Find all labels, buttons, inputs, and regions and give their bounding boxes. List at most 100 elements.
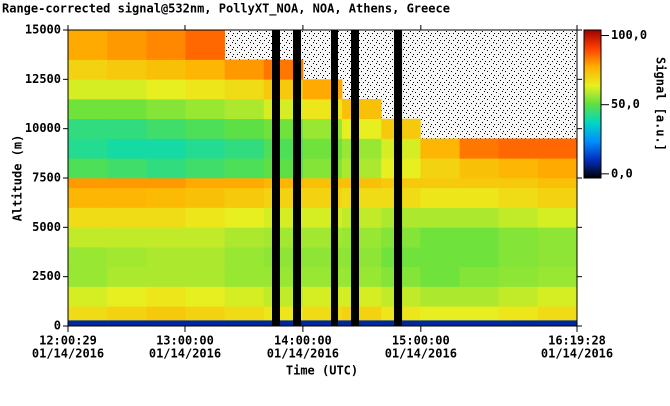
heatmap-cell: [537, 187, 578, 208]
heatmap-cell: [68, 158, 108, 179]
heatmap-cell: [498, 286, 539, 307]
heatmap-cell: [185, 207, 225, 228]
heatmap-cell: [146, 158, 186, 179]
heatmap-cell: [185, 59, 225, 80]
heatmap-cell: [537, 207, 578, 228]
heatmap-cell: [537, 247, 578, 268]
no-data-band: [351, 30, 360, 326]
heatmap-cell: [498, 158, 539, 179]
heatmap-cell: [459, 320, 499, 327]
heatmap-cell: [459, 187, 499, 208]
heatmap-cell: [185, 158, 225, 179]
heatmap-cell: [459, 286, 499, 307]
heatmap-cell: [224, 118, 265, 139]
heatmap-cell: [537, 306, 578, 321]
heatmap-cell: [342, 99, 382, 120]
heatmap-cell: [146, 99, 186, 120]
heatmap-cell: [185, 306, 225, 321]
heatmap-cell: [68, 247, 108, 268]
no-data-band: [331, 30, 339, 326]
heatmap-cell: [107, 207, 147, 228]
x-tick-label: 01/14/2016: [541, 347, 613, 361]
heatmap-cell: [342, 227, 382, 248]
heatmap-cell: [459, 247, 499, 268]
heatmap-cell: [498, 266, 539, 287]
heatmap-cell: [224, 266, 265, 287]
heatmap-cell: [420, 207, 460, 228]
heatmap-cell: [146, 30, 186, 60]
heatmap-cell: [302, 320, 343, 327]
x-tick-label: 13:00:00: [156, 334, 214, 348]
heatmap-cell: [68, 30, 108, 60]
heatmap-cell: [224, 286, 265, 307]
heatmap-cell: [263, 178, 304, 189]
heatmap-cell: [68, 79, 108, 100]
heatmap-cell: [224, 138, 265, 159]
heatmap-cell: [224, 158, 265, 179]
x-tick-label: 16:19:28: [548, 334, 606, 348]
heatmap-cell: [68, 320, 108, 327]
chart-title: Range-corrected signal@532nm, PollyXT_NO…: [2, 2, 450, 17]
heatmap-cell: [185, 320, 225, 327]
heatmap-cell: [146, 187, 186, 208]
heatmap-cell: [459, 178, 499, 189]
heatmap-cell: [107, 320, 147, 327]
heatmap-cell: [185, 138, 225, 159]
heatmap-cell: [459, 138, 499, 159]
heatmap-cell: [107, 306, 147, 321]
heatmap-cell: [537, 178, 578, 189]
heatmap-cell: [342, 138, 382, 159]
heatmap-cell: [146, 138, 186, 159]
y-tick-label: 10000: [25, 121, 61, 135]
heatmap-cell: [342, 266, 382, 287]
heatmap-cell: [459, 306, 499, 321]
heatmap-cell: [107, 30, 147, 60]
heatmap-cell: [146, 247, 186, 268]
heatmap-cell: [224, 207, 265, 228]
heatmap-cell: [146, 227, 186, 248]
heatmap-cell: [420, 227, 460, 248]
heatmap-cell: [420, 286, 460, 307]
no-data-band: [394, 30, 403, 326]
heatmap-cell: [185, 247, 225, 268]
heatmap-cell: [224, 178, 265, 189]
heatmap-cell: [68, 187, 108, 208]
heatmap-cell: [185, 266, 225, 287]
heatmap-cell: [498, 138, 539, 159]
heatmap-cell: [68, 227, 108, 248]
y-tick-label: 7500: [32, 171, 61, 185]
heatmap-cell: [185, 118, 225, 139]
heatmap-cell: [342, 118, 382, 139]
heatmap-cell: [107, 138, 147, 159]
heatmap-cell: [68, 59, 108, 80]
heatmap-cell: [185, 30, 225, 60]
heatmap-cell: [68, 286, 108, 307]
heatmap-cell: [342, 187, 382, 208]
y-tick-label: 15000: [25, 23, 61, 37]
heatmap-cell: [107, 286, 147, 307]
heatmap-cell: [224, 79, 265, 100]
heatmap-cell: [185, 99, 225, 120]
heatmap-cell: [342, 286, 382, 307]
heatmap-cell: [224, 247, 265, 268]
heatmap-cell: [185, 286, 225, 307]
heatmap-cell: [342, 207, 382, 228]
no-data-band: [272, 30, 280, 326]
heatmap-cell: [146, 178, 186, 189]
heatmap-cell: [342, 178, 382, 189]
y-tick-label: 12500: [25, 72, 61, 86]
heatmap-cell: [498, 178, 539, 189]
heatmap-cell: [107, 118, 147, 139]
heatmap-cell: [146, 59, 186, 80]
heatmap-cell: [107, 178, 147, 189]
heatmap-cell: [537, 227, 578, 248]
colorbar-tick-label: 100,0: [611, 28, 647, 42]
heatmap-cell: [185, 178, 225, 189]
y-axis-label: Altitude (m): [11, 135, 25, 222]
heatmap-cell: [68, 118, 108, 139]
heatmap-cell: [224, 59, 265, 80]
colorbar-tick-label: 0,0: [611, 166, 633, 180]
x-tick-label: 12:00:29: [39, 334, 97, 348]
heatmap-cell: [459, 158, 499, 179]
heatmap-cell: [498, 247, 539, 268]
